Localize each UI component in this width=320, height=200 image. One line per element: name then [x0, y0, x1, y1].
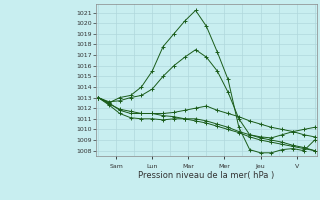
X-axis label: Pression niveau de la mer( hPa ): Pression niveau de la mer( hPa ) — [138, 171, 275, 180]
